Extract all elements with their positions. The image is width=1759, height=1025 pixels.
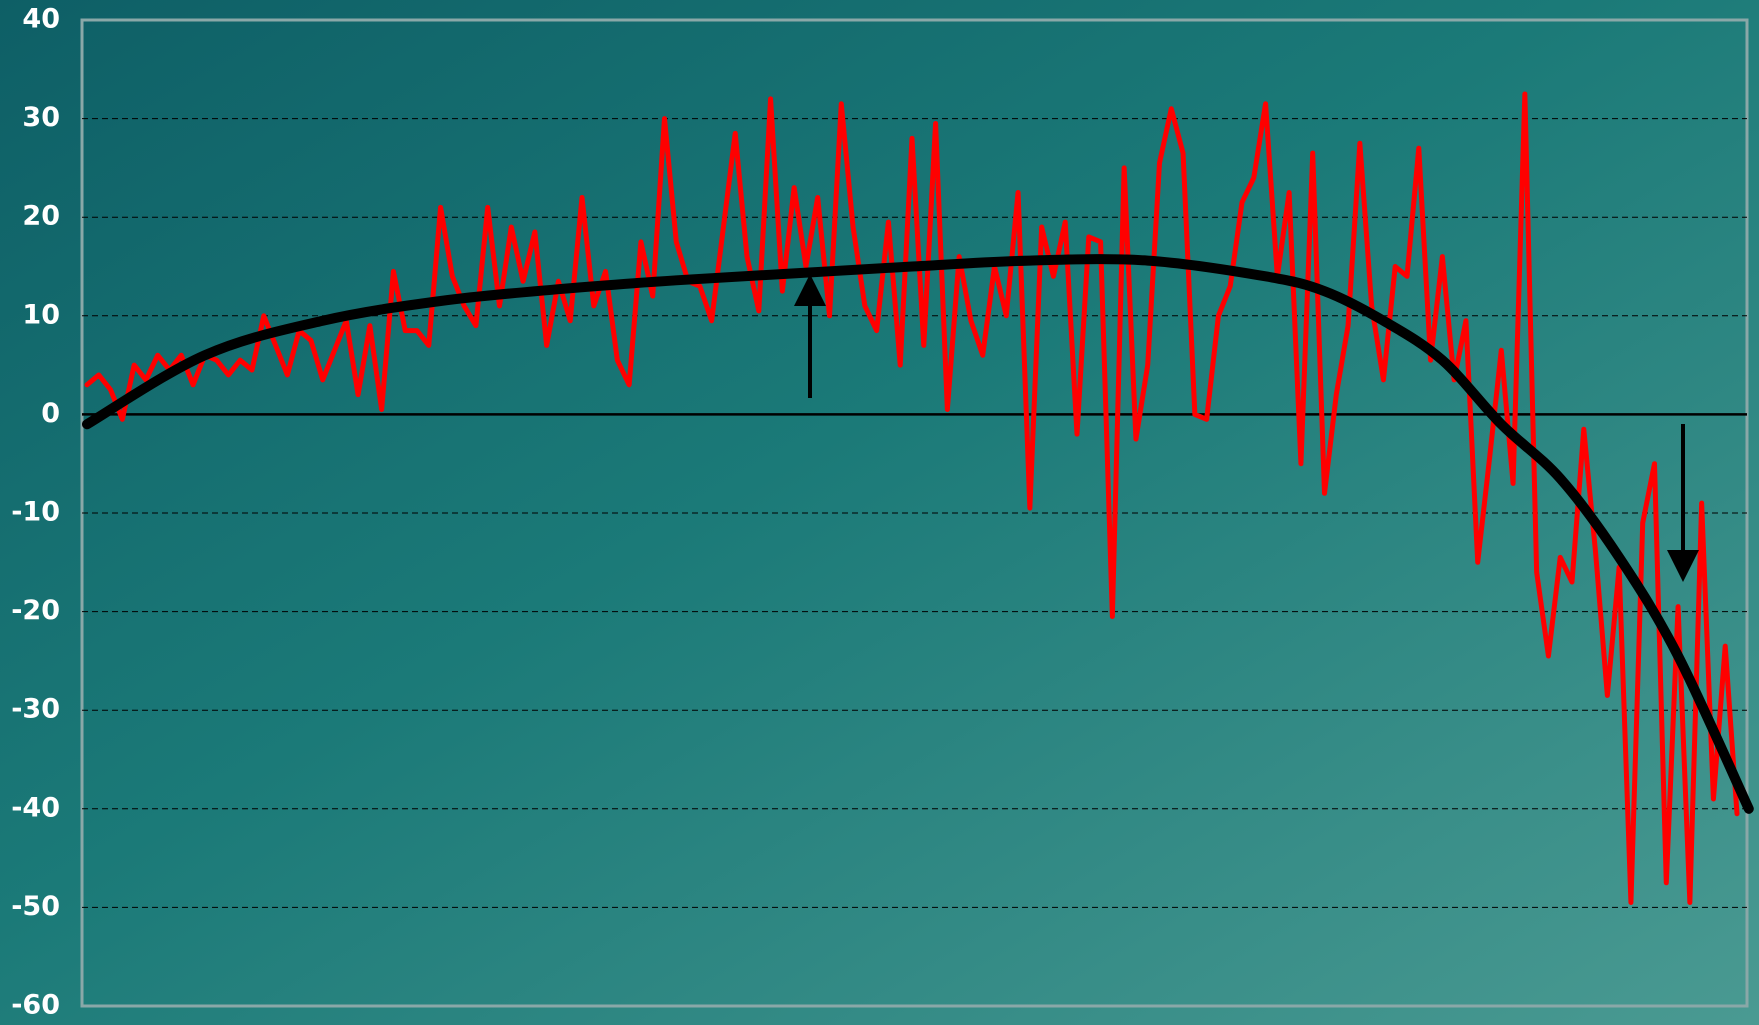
y-tick-label: -30 bbox=[11, 694, 60, 725]
y-tick-label: -20 bbox=[11, 595, 60, 626]
data-line bbox=[84, 91, 1740, 905]
y-tick-label: -40 bbox=[11, 792, 60, 823]
y-tick-label: 20 bbox=[22, 201, 60, 232]
y-tick-label: -50 bbox=[11, 891, 60, 922]
y-tick-label: -10 bbox=[11, 497, 60, 528]
y-tick-label: -60 bbox=[11, 990, 60, 1021]
y-tick-label: 0 bbox=[41, 398, 60, 429]
trend-line bbox=[82, 254, 1754, 814]
y-tick-label: 10 bbox=[22, 299, 60, 330]
y-tick-label: 30 bbox=[22, 102, 60, 133]
y-tick-label: 40 bbox=[22, 4, 60, 35]
